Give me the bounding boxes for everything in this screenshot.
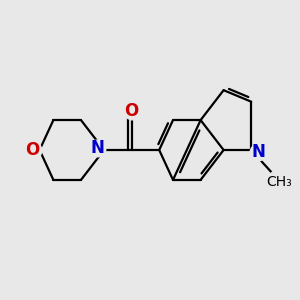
Text: N: N bbox=[90, 139, 104, 157]
Text: O: O bbox=[124, 102, 139, 120]
Text: N: N bbox=[251, 143, 265, 161]
Text: CH₃: CH₃ bbox=[266, 175, 292, 189]
Text: O: O bbox=[26, 141, 40, 159]
